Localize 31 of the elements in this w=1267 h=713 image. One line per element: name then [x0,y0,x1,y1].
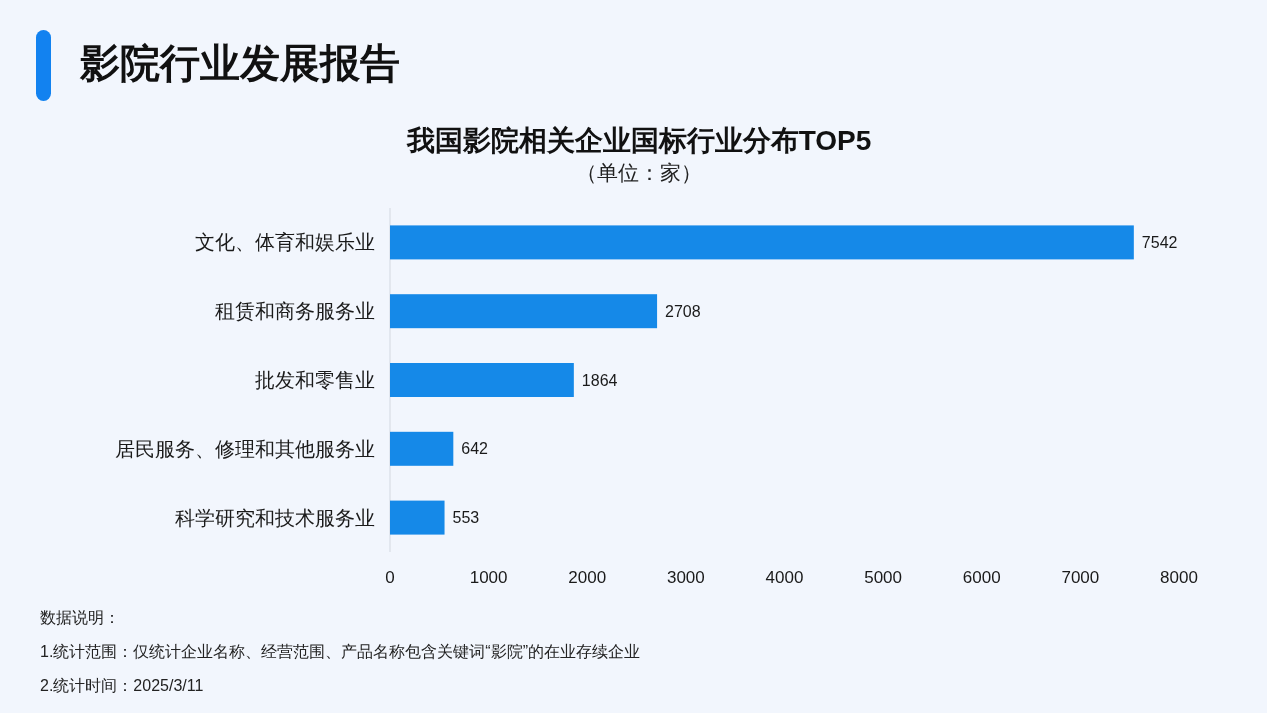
x-tick-label: 2000 [568,567,607,587]
data-label: 2708 [665,302,701,320]
data-label: 1864 [581,371,618,389]
y-tick-label: 居民服务、修理和其他服务业 [115,437,375,460]
bar [390,363,574,397]
y-tick-label: 批发和零售业 [255,369,375,391]
text: 2.统计时间：2025/3/11 [40,676,204,694]
data-label: 553 [452,509,480,527]
x-tick-label: 6000 [962,567,1001,587]
chart-subtitle: （单位：家） [576,160,702,184]
x-tick-label: 4000 [765,567,804,587]
bar [390,225,1134,260]
bar [390,294,658,329]
x-tick-label: 5000 [864,567,903,587]
y-tick-label: 租赁和商务服务业 [215,300,375,323]
x-tick-label: 8000 [1160,567,1198,587]
y-tick-label: 文化、体育和娱乐业 [195,231,375,254]
text: 影院行业发展报告 [79,41,400,85]
chart-title: 我国影院相关企业国标行业分布TOP5 [405,124,872,156]
data-label: 642 [461,440,489,458]
y-tick-label: 科学研究和技术服务业 [175,506,375,529]
bar [390,431,454,466]
bar [390,500,445,535]
x-tick-label: 1000 [469,567,508,587]
plot: 7542 2708 1864 642 553 [389,207,1178,553]
text: 1.统计范围：仅统计企业名称、经营范围、产品名称包含关键词“影院”的在业存续企业 [40,642,640,660]
x-tick-label: 3000 [666,567,705,587]
x-tick-label: 7000 [1061,567,1100,587]
text: 数据说明： [40,608,120,626]
data-label: 7542 [1141,233,1178,251]
x-tick-label: 0 [385,567,395,587]
